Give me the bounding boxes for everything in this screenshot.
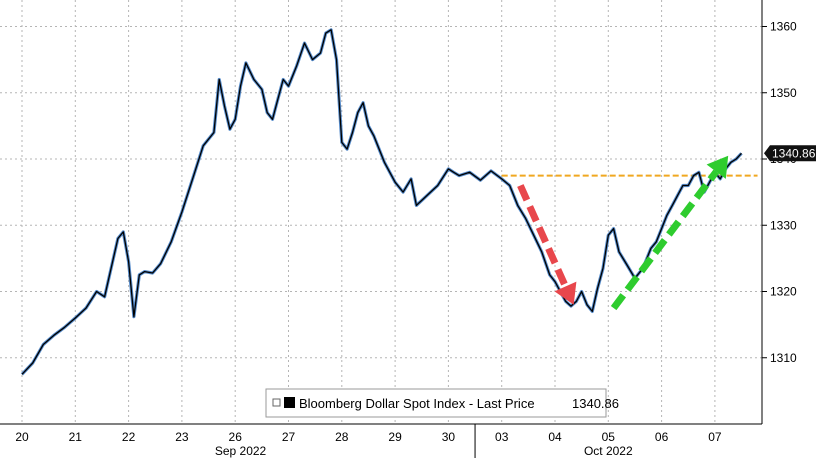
series-line-glow (20, 28, 743, 376)
up-arrow-shaft (610, 169, 720, 311)
legend-last-value: 1340.86 (572, 396, 619, 411)
last-price-badge-text: 1340.86 (772, 146, 816, 160)
x-tick-label: 20 (15, 430, 29, 444)
x-tick-label: 04 (548, 430, 562, 444)
series-layer (20, 28, 743, 376)
last-price-badge: 1340.86 (764, 145, 816, 162)
x-tick-label: 28 (335, 430, 349, 444)
arrow-layer (517, 155, 729, 311)
x-tick-label: 22 (122, 430, 136, 444)
y-tick-label: 1330 (770, 218, 797, 232)
series-line (21, 29, 742, 375)
x-month-label: Oct 2022 (584, 444, 633, 458)
x-tick-label: 21 (69, 430, 83, 444)
legend-series-name: Bloomberg Dollar Spot Index - Last Price (299, 396, 535, 411)
x-tick-label: 06 (655, 430, 669, 444)
y-tick-label: 1350 (770, 86, 797, 100)
x-tick-label: 07 (708, 430, 722, 444)
last-price-badge-shape (764, 145, 816, 162)
x-tick-label: 26 (229, 430, 243, 444)
x-tick-label: 30 (442, 430, 456, 444)
legend-swatch (284, 397, 295, 408)
grid (0, 0, 762, 424)
y-tick-label: 1320 (770, 285, 797, 299)
legend: Bloomberg Dollar Spot Index - Last Price… (265, 388, 619, 418)
y-tick-label: 1310 (770, 351, 797, 365)
x-tick-label: 05 (602, 430, 616, 444)
down-arrow-shaft (517, 184, 569, 288)
x-tick-label: 27 (282, 430, 296, 444)
legend-toggle-icon[interactable] (272, 398, 281, 407)
x-month-label: Sep 2022 (215, 444, 267, 458)
x-tick-label: 29 (388, 430, 402, 444)
x-tick-label: 03 (495, 430, 509, 444)
legend-box (265, 388, 607, 418)
y-tick-label: 1360 (770, 20, 797, 34)
down-arrow-head (554, 281, 577, 305)
x-tick-label: 23 (175, 430, 189, 444)
up-arrow-head (706, 155, 729, 179)
